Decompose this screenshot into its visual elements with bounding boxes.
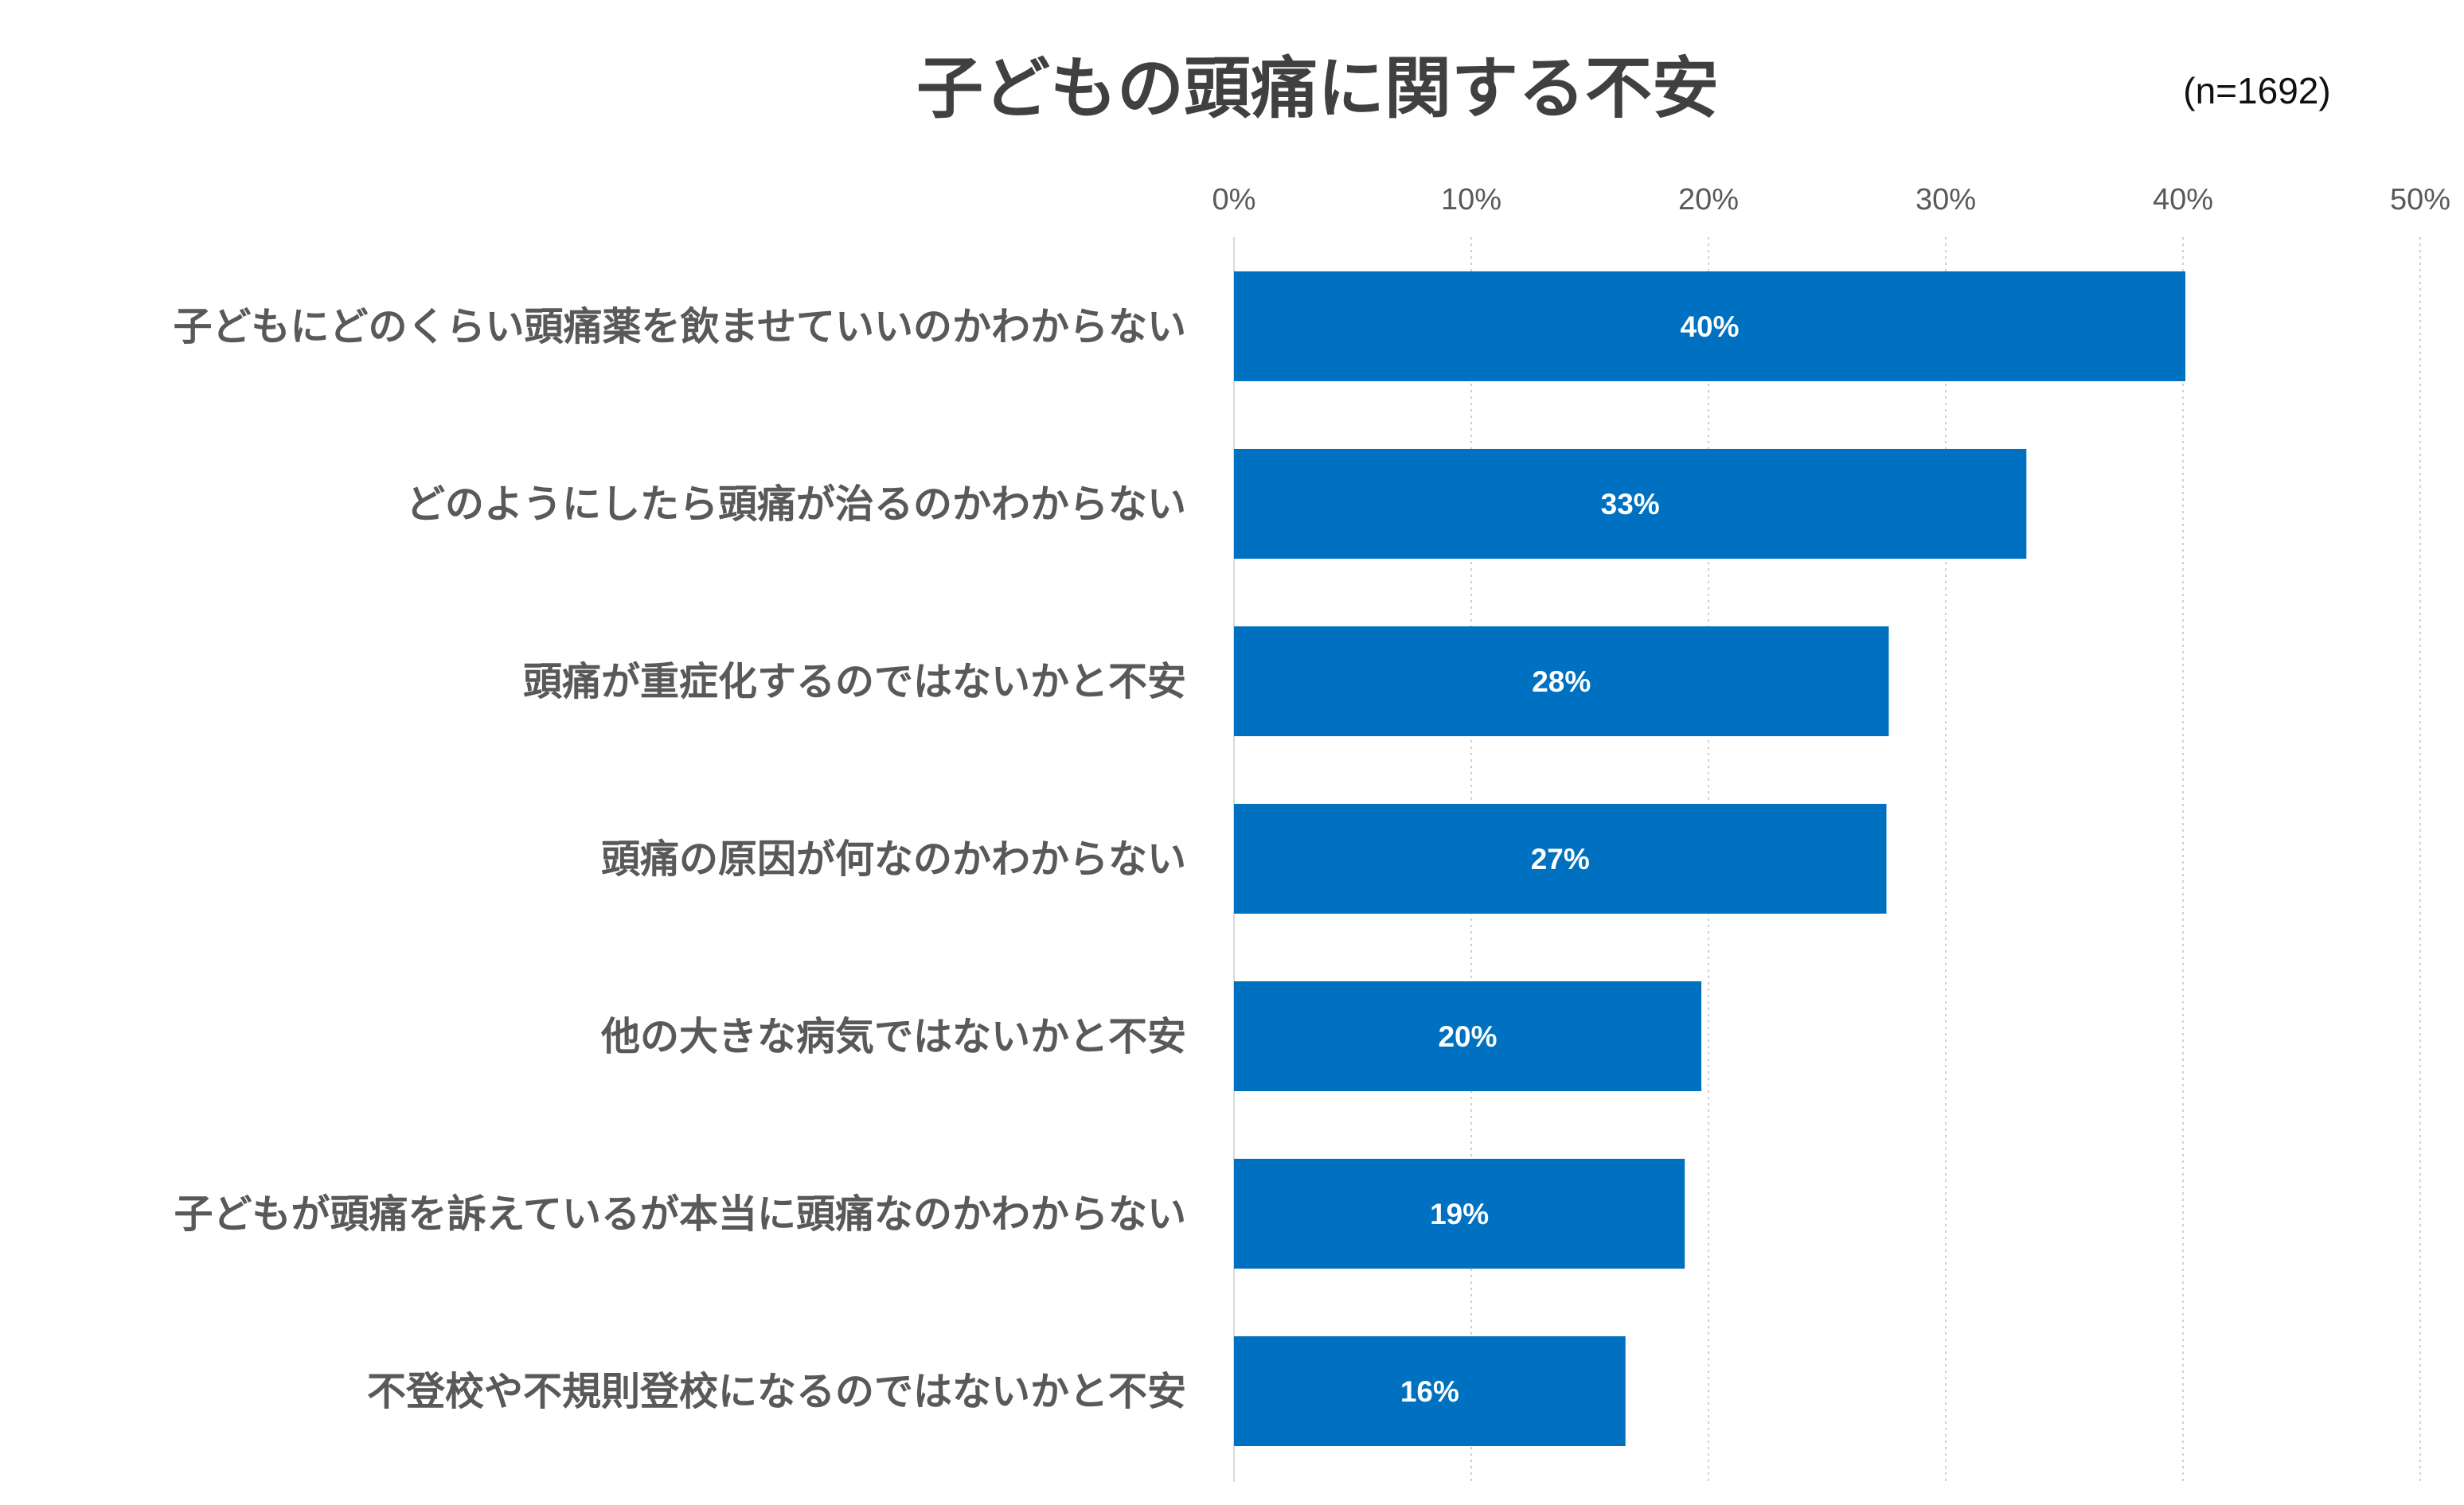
x-axis-ticks: 0% 10% 20% 30% 40% 50% bbox=[1212, 183, 2450, 216]
bar bbox=[1234, 449, 2027, 559]
x-tick-label: 30% bbox=[1915, 183, 1976, 216]
bar bbox=[1234, 981, 1702, 1091]
bar bbox=[1234, 271, 2185, 381]
sample-size-label: (n=1692) bbox=[2183, 70, 2330, 111]
data-label: 40% bbox=[1680, 310, 1739, 343]
category-label: 不登校や不規則登校になるのではないかと不安 bbox=[367, 1369, 1186, 1414]
data-label: 16% bbox=[1400, 1375, 1459, 1408]
x-tick-label: 20% bbox=[1678, 183, 1739, 216]
bar bbox=[1234, 1336, 1626, 1446]
x-tick-label: 10% bbox=[1441, 183, 1501, 216]
bar bbox=[1234, 1159, 1685, 1269]
data-label: 33% bbox=[1601, 488, 1660, 521]
data-label: 19% bbox=[1430, 1198, 1489, 1230]
category-label: 頭痛が重症化するのではないかと不安 bbox=[523, 659, 1186, 704]
chart-title: 子どもの頭痛に関する不安 bbox=[916, 49, 1719, 127]
x-tick-label: 50% bbox=[2390, 183, 2450, 216]
category-label: 頭痛の原因が何なのかわからない bbox=[601, 836, 1186, 882]
data-label: 20% bbox=[1438, 1020, 1497, 1053]
x-tick-label: 40% bbox=[2153, 183, 2213, 216]
category-labels: 子どもにどのくらい頭痛薬を飲ませていいのかわからないどのようにしたら頭痛が治るの… bbox=[173, 304, 1186, 1414]
category-label: 子どもが頭痛を訴えているが本当に頭痛なのかわからない bbox=[174, 1191, 1186, 1237]
data-label: 27% bbox=[1531, 843, 1590, 875]
category-label: 他の大きな病気ではないかと不安 bbox=[600, 1014, 1186, 1059]
bar bbox=[1234, 804, 1887, 914]
x-tick-label: 0% bbox=[1212, 183, 1256, 216]
data-label: 28% bbox=[1532, 665, 1591, 698]
category-label: どのようにしたら頭痛が治るのかわからない bbox=[406, 482, 1186, 527]
category-label: 子どもにどのくらい頭痛薬を飲ませていいのかわからない bbox=[173, 304, 1186, 349]
bars bbox=[1234, 271, 2185, 1446]
bar bbox=[1234, 626, 1889, 736]
data-labels: 40% 33% 28% 27% 20% 19% 16% bbox=[1400, 310, 1740, 1408]
